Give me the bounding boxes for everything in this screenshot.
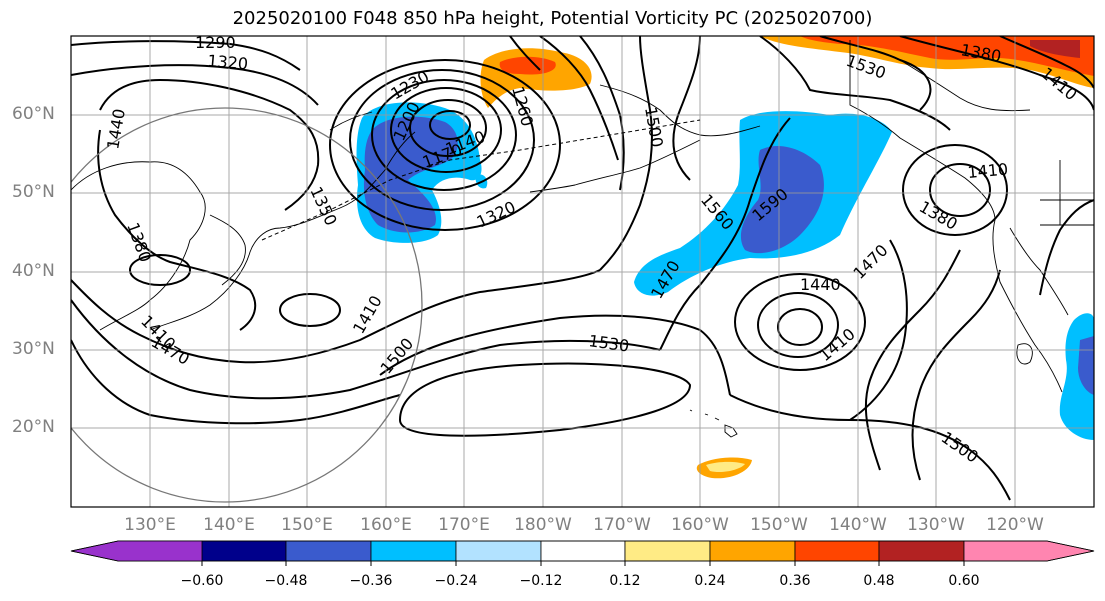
contour-label: 1410 xyxy=(967,160,1009,182)
pv-negative-shading xyxy=(356,102,1094,440)
colorbar-segment xyxy=(201,540,287,562)
colorbar-segment xyxy=(963,540,1095,562)
lon-label: 150°W xyxy=(750,515,808,535)
colorbar-segment xyxy=(370,540,457,562)
lon-label: 170°E xyxy=(438,515,490,535)
graticule xyxy=(71,36,1094,507)
colorbar-outline xyxy=(70,540,1095,562)
colorbar-tick-label: 0.48 xyxy=(863,573,895,589)
colorbar-segment xyxy=(709,540,796,562)
colorbar-segment xyxy=(455,540,542,562)
colorbar-segment xyxy=(285,540,372,562)
colorbar-tick-label: −0.12 xyxy=(519,573,563,589)
lon-label: 140°W xyxy=(829,515,887,535)
colorbar-segment xyxy=(624,540,711,562)
colorbar xyxy=(70,540,1095,566)
lat-label: 40°N xyxy=(12,261,55,281)
colorbar-tick-label: 0.12 xyxy=(609,573,641,589)
colorbar-tick-label: −0.60 xyxy=(180,573,224,589)
lon-label: 180°W xyxy=(514,515,572,535)
lat-label: 30°N xyxy=(12,339,55,359)
contour-label: 1290 xyxy=(195,33,236,52)
colorbar-tick-label: 0.60 xyxy=(948,573,980,589)
map-title: 2025020100 F048 850 hPa height, Potentia… xyxy=(232,8,873,29)
lon-label: 120°W xyxy=(986,515,1044,535)
colorbar-segment xyxy=(878,540,965,562)
lat-label: 50°N xyxy=(12,182,55,202)
colorbar-segment xyxy=(118,541,202,561)
lat-label: 60°N xyxy=(12,104,55,124)
colorbar-ticks xyxy=(201,561,965,566)
lon-label: 140°E xyxy=(203,515,255,535)
lon-label: 130°E xyxy=(124,515,176,535)
colorbar-tick-label: −0.24 xyxy=(434,573,478,589)
dashed-track xyxy=(261,119,701,241)
lon-label: 170°W xyxy=(593,515,651,535)
lon-label: 130°W xyxy=(907,515,965,535)
lon-label: 150°E xyxy=(281,515,333,535)
range-circle xyxy=(71,107,423,503)
map-frame xyxy=(70,35,1095,508)
coastlines xyxy=(71,40,1094,438)
lon-label: 160°W xyxy=(671,515,729,535)
colorbar-tick-label: 0.36 xyxy=(779,573,811,589)
contour-label: 1320 xyxy=(207,51,249,73)
colorbar-segment xyxy=(540,540,626,562)
lon-label: 160°E xyxy=(360,515,412,535)
colorbar-segment xyxy=(794,540,880,562)
pv-positive-shading xyxy=(480,36,1094,479)
colorbar-tick-label: 0.24 xyxy=(694,573,726,589)
contour-label: 1440 xyxy=(800,275,841,294)
colorbar-tick-label: −0.48 xyxy=(264,573,308,589)
lat-label: 20°N xyxy=(12,417,55,437)
colorbar-tick-label: −0.36 xyxy=(349,573,393,589)
